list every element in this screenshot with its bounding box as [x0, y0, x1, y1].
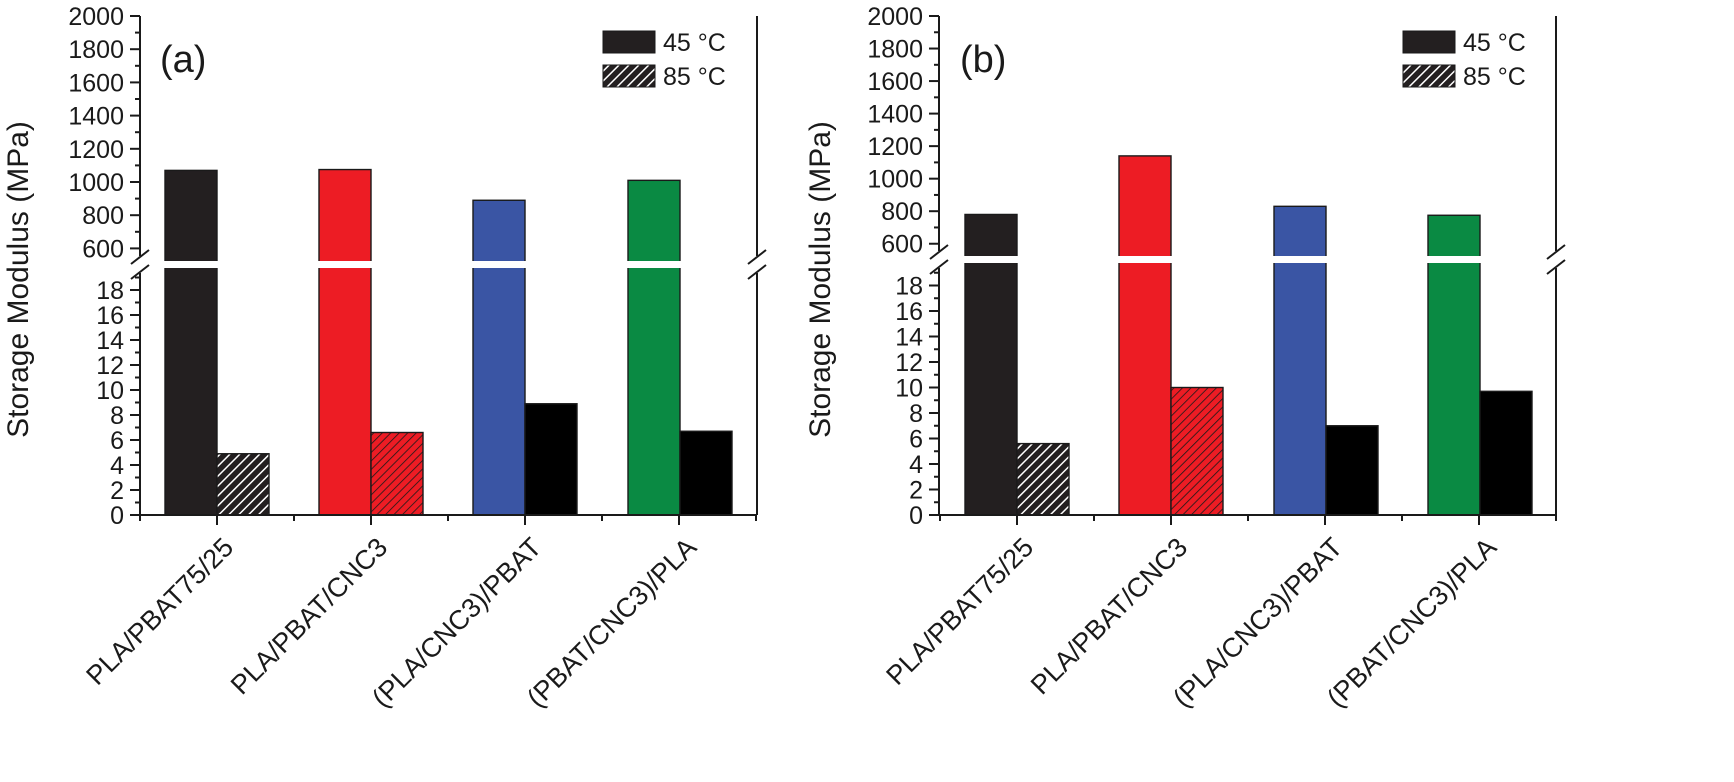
y-tick-label: 12	[895, 349, 923, 377]
axis-break-gap	[963, 256, 1019, 263]
y-tick-label: 2	[909, 477, 923, 505]
y-tick-label: 10	[96, 377, 124, 405]
bar-(PLA/CNC3)/PBAT-85C	[524, 403, 578, 516]
y-tick-label: 2000	[68, 3, 124, 31]
y-tick-label: 18	[895, 273, 923, 301]
bar-PLA/PBAT75/25-45C	[964, 213, 1018, 516]
y-tick-label: 600	[881, 231, 923, 259]
y-tick-label: 600	[82, 235, 124, 263]
y-tick-label: 1400	[867, 101, 923, 129]
axis-break-gap	[317, 261, 373, 268]
axis-break-mark-right-bottom	[1546, 259, 1566, 275]
y-tick-label: 14	[96, 327, 124, 355]
y-tick-label: 1200	[68, 136, 124, 164]
axis-break-mark-left-bottom	[929, 259, 949, 275]
x-category-label: PLA/PBAT/CNC3	[1025, 532, 1193, 700]
legend-label-85C: 85 °C	[1463, 63, 1526, 91]
y-tick-label: 14	[895, 324, 923, 352]
axis-break-mark-left-bottom	[130, 264, 150, 280]
axis-break-mark-left-top	[130, 249, 150, 265]
y-tick-label: 1600	[68, 69, 124, 97]
bar-PLA/PBAT/CNC3-85C	[370, 431, 424, 516]
y-tick-label: 1800	[867, 36, 923, 64]
y-tick-label: 0	[110, 502, 124, 530]
x-category-label: (PLA/CNC3)/PBAT	[366, 532, 547, 713]
bar-(PBAT/CNC3)/PLA-45C	[1427, 214, 1481, 516]
y-tick-label: 6	[110, 427, 124, 455]
y-tick-label: 1000	[68, 169, 124, 197]
y-tick-label: 12	[96, 352, 124, 380]
y-tick-label: 4	[909, 451, 923, 479]
legend-label-45C: 45 °C	[1463, 29, 1526, 57]
axis-break-gap	[163, 261, 219, 268]
y-tick-label: 800	[82, 202, 124, 230]
x-category-label: (PBAT/CNC3)/PLA	[1321, 532, 1502, 713]
axis-break-gap	[1272, 256, 1328, 263]
bar-(PBAT/CNC3)/PLA-85C	[679, 430, 733, 516]
axis-break-gap	[626, 261, 682, 268]
y-tick-label: 16	[895, 298, 923, 326]
y-tick-label: 6	[909, 426, 923, 454]
legend-label-45C: 45 °C	[663, 29, 726, 57]
bar-(PLA/CNC3)/PBAT-45C	[1273, 205, 1327, 516]
x-category-label: (PLA/CNC3)/PBAT	[1167, 532, 1348, 713]
y-tick-label: 10	[895, 375, 923, 403]
legend-swatch-85C	[602, 64, 656, 88]
y-tick-label: 1000	[867, 166, 923, 194]
axis-break-mark-right-bottom	[747, 264, 767, 280]
axis-break-mark-right-top	[747, 249, 767, 265]
y-tick-label: 1200	[867, 133, 923, 161]
x-category-label: PLA/PBAT/CNC3	[225, 532, 393, 700]
bar-(PLA/CNC3)/PBAT-85C	[1325, 425, 1379, 516]
bar-PLA/PBAT/CNC3-85C	[1170, 386, 1224, 516]
y-tick-label: 2000	[867, 3, 923, 31]
axis-break-gap	[1426, 256, 1482, 263]
y-tick-label: 2	[110, 477, 124, 505]
bar-(PBAT/CNC3)/PLA-45C	[627, 179, 681, 516]
bar-PLA/PBAT75/25-85C	[216, 453, 270, 516]
x-category-label: PLA/PBAT75/25	[880, 532, 1039, 691]
bar-PLA/PBAT/CNC3-45C	[1118, 155, 1172, 516]
y-tick-label: 800	[881, 198, 923, 226]
y-tick-label: 8	[110, 402, 124, 430]
bar-PLA/PBAT/CNC3-45C	[318, 168, 372, 516]
y-tick-label: 4	[110, 452, 124, 480]
legend-label-85C: 85 °C	[663, 63, 726, 91]
y-tick-label: 0	[909, 502, 923, 530]
panel-label: (a)	[160, 39, 206, 81]
bar-(PLA/CNC3)/PBAT-45C	[472, 199, 526, 516]
bar-(PBAT/CNC3)/PLA-85C	[1479, 390, 1533, 516]
y-tick-label: 16	[96, 302, 124, 330]
bar-PLA/PBAT75/25-85C	[1016, 442, 1070, 516]
y-axis-title: Storage Modulus (MPa)	[804, 121, 837, 438]
axis-break-gap	[1117, 256, 1173, 263]
axis-break-mark-right-top	[1546, 244, 1566, 260]
legend-swatch-45C	[602, 30, 656, 54]
y-tick-label: 1800	[68, 36, 124, 64]
bar-PLA/PBAT75/25-45C	[164, 169, 218, 516]
x-category-label: (PBAT/CNC3)/PLA	[521, 532, 702, 713]
y-tick-label: 8	[909, 400, 923, 428]
y-axis-title: Storage Modulus (MPa)	[2, 121, 35, 438]
y-tick-label: 18	[96, 277, 124, 305]
legend-swatch-45C	[1402, 30, 1456, 54]
y-tick-label: 1600	[867, 68, 923, 96]
y-tick-label: 1400	[68, 103, 124, 131]
axis-break-gap	[471, 261, 527, 268]
x-category-label: PLA/PBAT75/25	[80, 532, 239, 691]
legend-swatch-85C	[1402, 64, 1456, 88]
panel-label: (b)	[960, 39, 1006, 81]
axis-break-mark-left-top	[929, 244, 949, 260]
